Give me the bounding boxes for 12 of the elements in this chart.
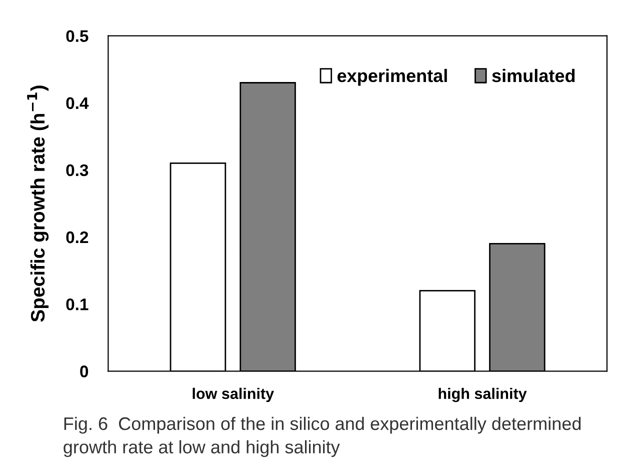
x-tick-label: low salinity bbox=[192, 388, 274, 402]
legend-label: experimental bbox=[337, 68, 447, 86]
y-tick-label: 0.4 bbox=[66, 97, 89, 110]
caption: Fig. 6 Comparison of the in silico and experimentally determined growth rate at low and high salinity bbox=[64, 416, 581, 458]
legend-label: simulated bbox=[492, 68, 575, 82]
x-tick-label: high salinity bbox=[438, 388, 527, 402]
y-axis-title: Specific growth rate (h$^{−1}$) bbox=[27, 86, 49, 322]
y-tick-label: 0.3 bbox=[66, 164, 88, 176]
y-tick-label: 0 bbox=[80, 366, 88, 378]
y-tick-label: 0.2 bbox=[66, 231, 88, 244]
y-tick-label: 0.1 bbox=[66, 298, 88, 310]
y-tick-label: 0.5 bbox=[66, 30, 88, 42]
